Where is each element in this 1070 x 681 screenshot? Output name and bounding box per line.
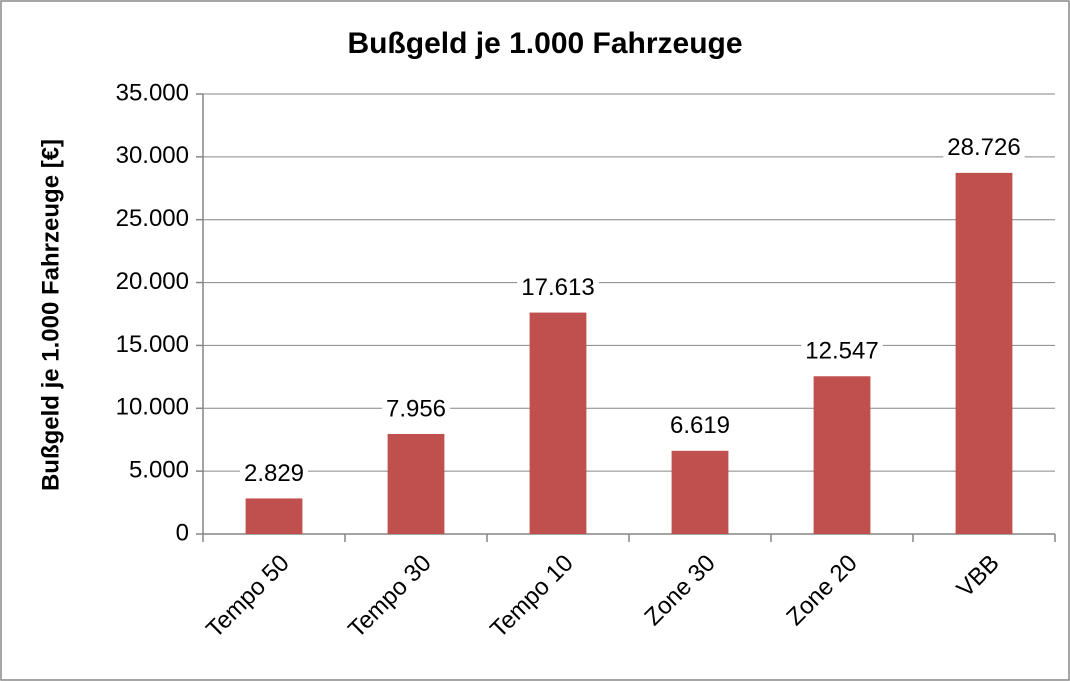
bar [245, 498, 303, 534]
bar [813, 376, 871, 534]
value-label: 17.613 [521, 274, 594, 301]
y-tick-label: 5.000 [129, 456, 189, 483]
y-tick-label: 25.000 [116, 205, 189, 232]
value-label: 7.956 [386, 395, 446, 422]
y-tick-label: 35.000 [116, 79, 189, 106]
y-tick-label: 30.000 [116, 142, 189, 169]
value-label-background [381, 393, 451, 426]
value-label: 28.726 [947, 134, 1020, 161]
value-label-background [517, 272, 599, 305]
value-label: 12.547 [805, 338, 878, 365]
y-tick-label: 0 [176, 519, 189, 546]
bar [671, 450, 729, 534]
value-label-background [943, 132, 1025, 165]
y-tick-label: 10.000 [116, 394, 189, 421]
value-label: 2.829 [244, 460, 304, 487]
chart-title: Bußgeld je 1.000 Fahrzeuge [347, 27, 742, 60]
value-label-background [801, 336, 883, 369]
y-axis-label: Bußgeld je 1.000 Fahrzeuge [€] [37, 139, 64, 491]
bar [529, 312, 587, 534]
bar [955, 172, 1013, 534]
y-tick-label: 15.000 [116, 331, 189, 358]
value-label: 6.619 [670, 412, 730, 439]
y-tick-label: 20.000 [116, 268, 189, 295]
bar [387, 433, 445, 534]
value-label-background [239, 458, 309, 491]
value-label-background [665, 410, 735, 443]
